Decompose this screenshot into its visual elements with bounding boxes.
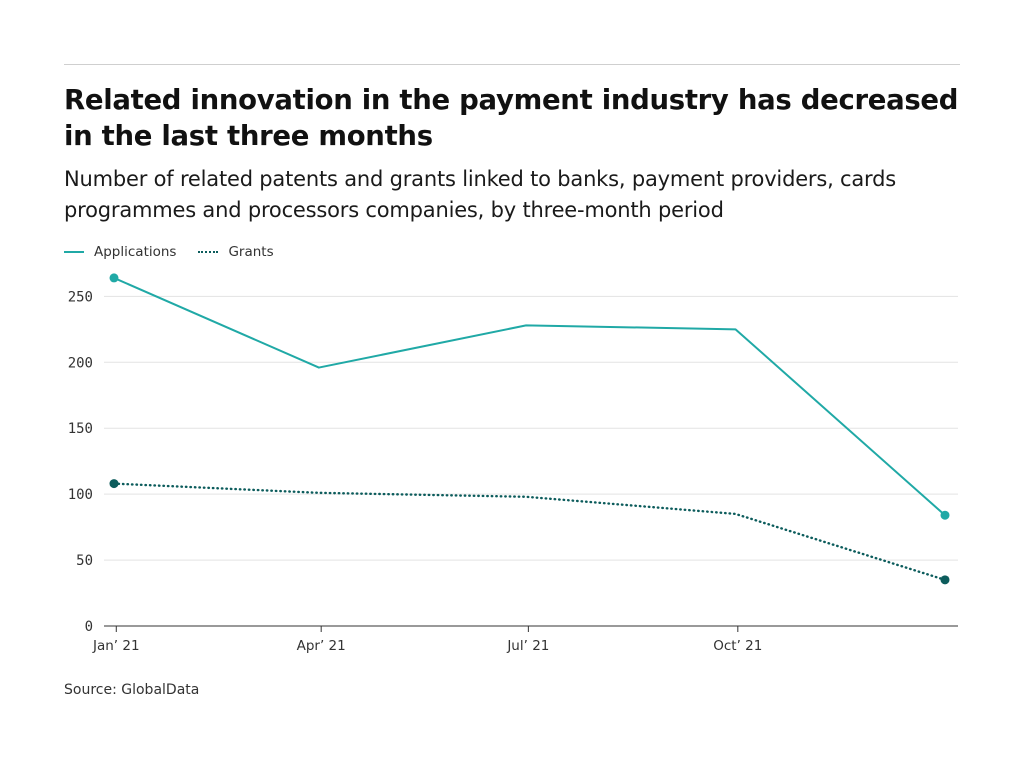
top-rule: [64, 64, 960, 65]
legend-swatch-applications: [64, 251, 84, 253]
legend-label-grants: Grants: [228, 244, 274, 260]
y-tick-label-150: 150: [68, 421, 93, 437]
legend-label-applications: Applications: [94, 244, 177, 260]
series-point-applications-0: [109, 273, 119, 283]
series-point-applications-4: [940, 510, 950, 520]
x-tick-label-3: Oct’ 21: [713, 638, 762, 654]
series-line-applications: [113, 276, 946, 516]
y-tick-label-50: 50: [76, 553, 93, 569]
legend-item-applications: Applications: [64, 244, 176, 260]
chart-legend: Applications Grants: [64, 243, 296, 261]
series-point-grants-4: [940, 575, 950, 585]
y-tick-label-0: 0: [85, 619, 93, 635]
chart-title: Related innovation in the payment indust…: [64, 84, 959, 152]
legend-swatch-grants: [198, 251, 219, 253]
series-point-grants-0: [109, 479, 119, 489]
series-layer: [109, 273, 950, 585]
source-note: Source: GlobalData: [64, 682, 200, 698]
grid-layer: [104, 295, 958, 561]
x-tick-label-0: Jan’ 21: [92, 638, 140, 654]
label-layer: 0 50 100 150 200 250 Jan’ 21 Apr’ 21 Jul’ 21 Oct’…: [68, 289, 763, 654]
x-tick-label-1: Apr’ 21: [297, 638, 346, 654]
y-tick-label-250: 250: [68, 289, 93, 305]
axis-layer: [104, 625, 958, 632]
x-tick-label-2: Jul’ 21: [506, 638, 549, 654]
series-line-grants: [112, 482, 947, 582]
chart-subtitle: Number of related patents and grants lin…: [64, 167, 896, 222]
legend-item-grants: Grants: [198, 244, 274, 260]
y-tick-label-200: 200: [68, 355, 93, 371]
y-tick-label-100: 100: [68, 487, 93, 503]
